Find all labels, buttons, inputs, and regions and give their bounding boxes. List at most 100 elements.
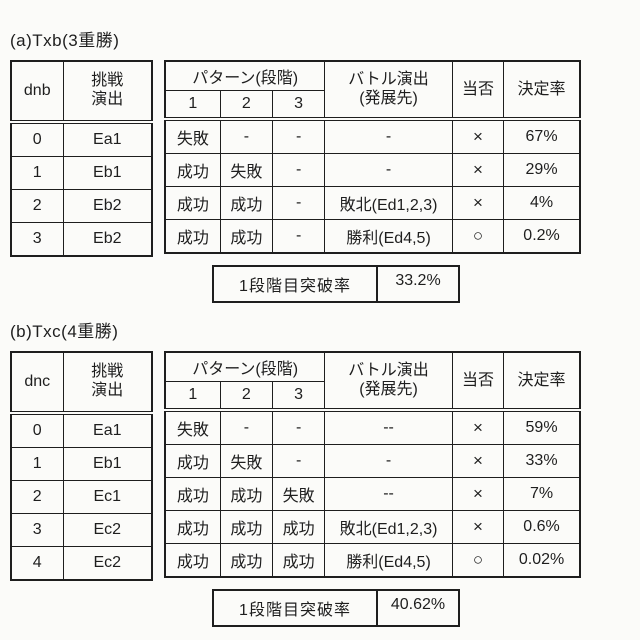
col-header-stage3: 3 xyxy=(271,381,326,412)
table-row: 2 Ec1 xyxy=(10,480,153,514)
table-row: 成功 成功 成功 勝利(Ed4,5) ○ 0.02% xyxy=(164,543,581,578)
cell-challenge: Ea1 xyxy=(62,412,153,448)
cell-result: × xyxy=(451,444,505,478)
table-row: 成功 失敗 - - × 33% xyxy=(164,444,581,478)
header-row: パターン(段階) バトル演出 (発展先) 当否 決定率 xyxy=(164,351,581,412)
col-header-challenge: 挑戦 演出 xyxy=(62,60,153,124)
cell-battle: 勝利(Ed4,5) xyxy=(324,543,453,578)
cell-dn: 4 xyxy=(10,546,64,581)
cell-battle: -- xyxy=(324,477,453,511)
table-row: 成功 失敗 - - × 29% xyxy=(164,153,581,187)
header-row-stages: 1 2 3 xyxy=(164,90,580,121)
cell-battle: 敗北(Ed1,2,3) xyxy=(324,510,453,544)
section-a-tables: dnb 挑戦 演出 0 Ea1 1 Eb1 xyxy=(10,60,640,257)
col-header-stage2: 2 xyxy=(219,90,273,121)
cell-result: ○ xyxy=(451,543,505,578)
table-row: 3 Ec2 xyxy=(10,513,153,547)
table-row: 2 Eb2 xyxy=(10,189,153,223)
cell-rate: 4% xyxy=(503,186,581,220)
cell-stage1: 成功 xyxy=(164,543,221,578)
cell-stage3: - xyxy=(271,186,326,220)
col-header-rate: 決定率 xyxy=(503,60,581,121)
breakthrough-rate-value: 33.2% xyxy=(395,272,441,289)
cell-challenge: Eb1 xyxy=(62,447,153,481)
cell-dn: 0 xyxy=(10,412,64,448)
table-row: 成功 成功 失敗 -- × 7% xyxy=(164,477,581,511)
cell-rate: 0.6% xyxy=(503,510,581,544)
cell-stage2: 失敗 xyxy=(219,153,273,187)
breakthrough-rate-value: 40.62% xyxy=(390,596,446,613)
cell-rate: 59% xyxy=(503,409,581,445)
cell-battle: -- xyxy=(324,409,453,445)
section-b: (b)Txc(4重勝) dnc 挑戦 演出 0 Ea1 xyxy=(10,317,640,627)
section-a-result-table: パターン(段階) バトル演出 (発展先) 当否 決定率 1 2 3 xyxy=(164,60,581,254)
breakthrough-rate-label: 1段階目突破率 xyxy=(214,591,378,625)
cell-stage2: 失敗 xyxy=(219,444,273,478)
cell-stage2: 成功 xyxy=(219,510,273,544)
table-row: 失敗 - - -- × 59% xyxy=(164,409,581,445)
cell-stage2: 成功 xyxy=(219,186,273,220)
table-row: 成功 成功 - 勝利(Ed4,5) ○ 0.2% xyxy=(164,219,581,254)
cell-battle: - xyxy=(324,153,453,187)
section-b-tables: dnc 挑戦 演出 0 Ea1 1 Eb1 xyxy=(10,351,640,581)
cell-stage2: 成功 xyxy=(219,477,273,511)
cell-stage1: 成功 xyxy=(164,219,221,254)
table-row: 失敗 - - - × 67% xyxy=(164,118,581,154)
cell-stage3: - xyxy=(271,444,326,478)
header-row-stages: 1 2 3 xyxy=(164,381,580,412)
header-row: dnc 挑戦 演出 xyxy=(10,351,153,415)
cell-stage2: 成功 xyxy=(219,219,273,254)
cell-result: ○ xyxy=(451,219,505,254)
cell-result: × xyxy=(451,153,505,187)
cell-stage2: - xyxy=(219,118,273,154)
section-a-breakthrough-rate: 1段階目突破率 33.2% xyxy=(212,265,460,303)
cell-rate: 0.02% xyxy=(503,543,581,578)
cell-dn: 2 xyxy=(10,189,64,223)
cell-stage1: 成功 xyxy=(164,186,221,220)
col-header-dnb: dnb xyxy=(10,60,64,124)
col-header-battle: バトル演出 (発展先) xyxy=(324,351,453,412)
cell-rate: 33% xyxy=(503,444,581,478)
section-b-result-table: パターン(段階) バトル演出 (発展先) 当否 決定率 1 2 3 xyxy=(164,351,581,578)
cell-dn: 3 xyxy=(10,513,64,547)
col-header-battle: バトル演出 (発展先) xyxy=(324,60,453,121)
cell-battle: 勝利(Ed4,5) xyxy=(324,219,453,254)
cell-stage2: - xyxy=(219,409,273,445)
col-header-stage1: 1 xyxy=(164,90,221,121)
cell-challenge: Eb2 xyxy=(62,222,153,257)
cell-dn: 1 xyxy=(10,447,64,481)
cell-result: × xyxy=(451,510,505,544)
col-header-stage1: 1 xyxy=(164,381,221,412)
cell-stage1: 失敗 xyxy=(164,409,221,445)
col-header-challenge: 挑戦 演出 xyxy=(62,351,153,415)
table-row: 4 Ec2 xyxy=(10,546,153,581)
cell-dn: 2 xyxy=(10,480,64,514)
cell-result: × xyxy=(451,409,505,445)
table-row: 成功 成功 成功 敗北(Ed1,2,3) × 0.6% xyxy=(164,510,581,544)
cell-stage2: 成功 xyxy=(219,543,273,578)
col-header-rate: 決定率 xyxy=(503,351,581,412)
table-row: 1 Eb1 xyxy=(10,156,153,190)
table-row: 成功 成功 - 敗北(Ed1,2,3) × 4% xyxy=(164,186,581,220)
table-row: 3 Eb2 xyxy=(10,222,153,257)
section-b-id-table: dnc 挑戦 演出 0 Ea1 1 Eb1 xyxy=(10,351,153,581)
cell-challenge: Ec2 xyxy=(62,513,153,547)
table-row: 0 Ea1 xyxy=(10,121,153,157)
cell-stage1: 失敗 xyxy=(164,118,221,154)
header-row: dnb 挑戦 演出 xyxy=(10,60,153,124)
breakthrough-rate-label: 1段階目突破率 xyxy=(214,267,378,301)
section-a: (a)Txb(3重勝) dnb 挑戦 演出 0 Ea1 xyxy=(10,26,640,303)
cell-challenge: Eb2 xyxy=(62,189,153,223)
cell-dn: 1 xyxy=(10,156,64,190)
col-header-pattern: パターン(段階) xyxy=(164,60,326,91)
cell-rate: 7% xyxy=(503,477,581,511)
cell-stage1: 成功 xyxy=(164,153,221,187)
cell-rate: 0.2% xyxy=(503,219,581,254)
cell-challenge: Eb1 xyxy=(62,156,153,190)
cell-stage3: - xyxy=(271,409,326,445)
col-header-dnc: dnc xyxy=(10,351,64,415)
cell-dn: 0 xyxy=(10,121,64,157)
section-a-id-table: dnb 挑戦 演出 0 Ea1 1 Eb1 xyxy=(10,60,153,257)
cell-result: × xyxy=(451,186,505,220)
cell-stage1: 成功 xyxy=(164,510,221,544)
